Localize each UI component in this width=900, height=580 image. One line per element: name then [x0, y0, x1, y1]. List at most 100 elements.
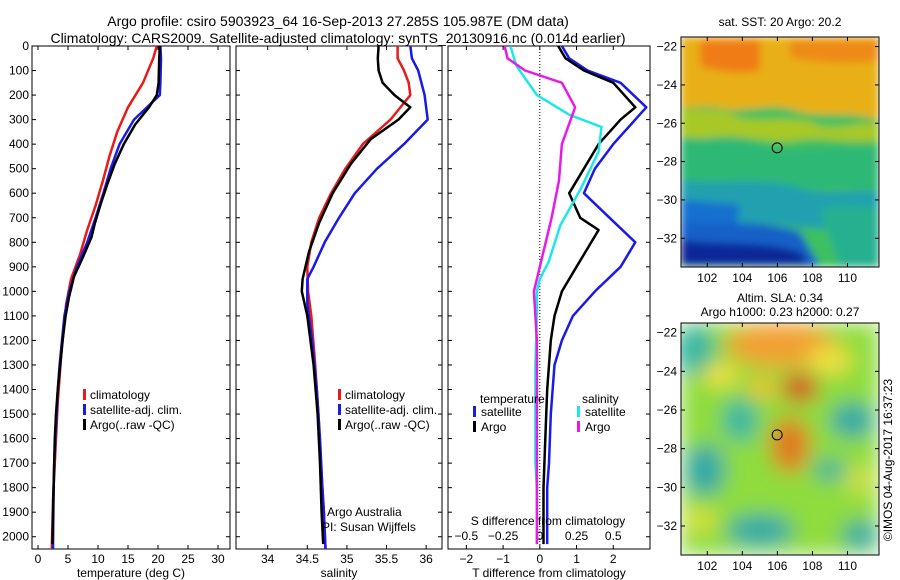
- legend-label: Argo: [481, 420, 507, 434]
- sla-map-title-line1: Altim. SLA: 0.34: [737, 291, 823, 305]
- y-tick-label: −22: [657, 40, 678, 54]
- y-tick-label: 500: [9, 162, 29, 176]
- x-tick-label: 0: [35, 552, 42, 566]
- y-tick-label: 1600: [2, 432, 29, 446]
- series-line-temperature-argo: [542, 46, 637, 545]
- x-tick-label: 35.5: [375, 552, 399, 566]
- y-tick-label: 700: [9, 211, 29, 225]
- y-tick-label: 900: [9, 260, 29, 274]
- x-tick-label: 35: [340, 552, 354, 566]
- difference-panel: −2 −1 0 1 2T difference from climatology −0.5…: [447, 45, 651, 580]
- y-tick-label: 1200: [2, 333, 29, 347]
- legend-label: Argo: [585, 420, 611, 434]
- y-tick-label: 1800: [2, 481, 29, 495]
- y-tick-label: −22: [657, 326, 678, 340]
- s-tick-label: 0: [536, 529, 543, 543]
- y-tick-label: 600: [9, 186, 29, 200]
- x-tick-label: 106: [767, 271, 787, 285]
- annotation-line1: Argo Australia: [327, 505, 402, 519]
- series-line-satellite-adj-clim-: [306, 46, 429, 549]
- x-tick-label: 34: [261, 552, 275, 566]
- legend-swatch: [83, 419, 86, 430]
- y-tick-label: −26: [657, 403, 678, 417]
- difference-top-xlabel: S difference from climatology: [471, 514, 626, 528]
- x-axis-label: T difference from climatology: [472, 566, 626, 580]
- y-tick-label: −32: [657, 519, 678, 533]
- sst-map-title: sat. SST: 20 Argo: 20.2: [719, 15, 842, 29]
- temperature-panel: 0100200300400500600700800900100011001200…: [2, 39, 231, 580]
- x-axis-label: salinity: [321, 566, 358, 580]
- legend-swatch: [83, 404, 86, 415]
- legend-label: satellite-adj. clim.: [90, 403, 182, 417]
- y-tick-label: −30: [657, 193, 678, 207]
- y-tick-label: 1700: [2, 456, 29, 470]
- legend-label: Argo(..raw -QC): [345, 418, 430, 432]
- series-line-argo-raw-qc-: [300, 46, 412, 545]
- argo-position-marker: [771, 429, 783, 441]
- plot-frame: [235, 45, 443, 550]
- legend-label: satellite: [481, 405, 522, 419]
- sla-map-axes: 102 104 106 108 110 −22 −24 −26 −28 −30 −32: [657, 322, 880, 573]
- y-tick-label: 1100: [3, 309, 29, 323]
- y-tick-label: 400: [9, 137, 29, 151]
- x-tick-label: 20: [151, 552, 165, 566]
- legend-label: climatology: [90, 388, 150, 402]
- s-tick-label: −0.5: [455, 529, 479, 543]
- y-tick-label: −24: [657, 364, 678, 378]
- x-tick-label: 34.5: [296, 552, 320, 566]
- plot-frame: [31, 45, 231, 550]
- legend-swatch: [473, 421, 476, 432]
- series-line-argo-raw-qc-: [51, 46, 162, 545]
- x-tick-label: 102: [697, 271, 717, 285]
- map-frame: [680, 36, 880, 268]
- x-tick-label: 1: [573, 552, 580, 566]
- x-tick-label: 25: [181, 552, 195, 566]
- x-tick-label: 108: [802, 271, 822, 285]
- x-tick-label: 110: [838, 271, 857, 285]
- x-tick-label: 104: [732, 271, 752, 285]
- x-tick-label: 30: [211, 552, 225, 566]
- imos-credit: ©IMOS 04-Aug-2017 16:37:23: [881, 379, 895, 542]
- legend-label: satellite-adj. clim.: [345, 403, 437, 417]
- legend-swatch: [473, 406, 476, 417]
- figure-title-line1: Argo profile: csiro 5903923_64 16-Sep-20…: [107, 13, 569, 29]
- salinity-panel: 34 34.5 35 35.5 36 salinity climatologysatelli…: [235, 45, 443, 580]
- x-axis-label: temperature (deg C): [77, 566, 185, 580]
- y-tick-label: −28: [657, 442, 678, 456]
- x-tick-label: 104: [732, 559, 752, 573]
- x-tick-label: 15: [121, 552, 135, 566]
- legend-swatch: [338, 419, 341, 430]
- y-tick-label: −24: [657, 78, 678, 92]
- x-tick-label: 108: [802, 559, 822, 573]
- series-line-salinity-satellite: [509, 46, 603, 545]
- x-tick-label: 36: [419, 552, 433, 566]
- y-tick-label: −32: [657, 231, 678, 245]
- x-tick-label: 102: [697, 559, 717, 573]
- y-tick-label: 200: [9, 88, 29, 102]
- y-tick-label: 1300: [2, 358, 29, 372]
- y-tick-label: 1900: [2, 505, 29, 519]
- y-tick-label: 1400: [2, 383, 29, 397]
- series-line-salinity-argo: [503, 46, 577, 545]
- sla-map-image: [681, 323, 879, 555]
- legend-swatch: [577, 421, 580, 432]
- x-tick-label: 10: [91, 552, 105, 566]
- legend-title-salinity: salinity: [582, 392, 619, 406]
- y-tick-label: 0: [22, 39, 29, 53]
- s-tick-label: 0.5: [605, 529, 622, 543]
- legend-title-temperature: temperature: [480, 392, 545, 406]
- s-tick-label: −0.25: [488, 529, 519, 543]
- y-tick-label: 300: [9, 113, 29, 127]
- series-line-temperature-satellite: [545, 46, 648, 545]
- x-tick-label: 0: [536, 552, 543, 566]
- y-tick-label: −26: [657, 116, 678, 130]
- x-tick-label: −2: [460, 552, 474, 566]
- argo-position-marker: [771, 142, 783, 154]
- x-tick-label: −1: [496, 552, 510, 566]
- legend-label: Argo(..raw -QC): [90, 418, 175, 432]
- legend-swatch: [577, 406, 580, 417]
- legend-label: satellite: [585, 405, 626, 419]
- plot-frame: [447, 45, 651, 550]
- annotation-line2: PI: Susan Wijffels: [322, 520, 416, 534]
